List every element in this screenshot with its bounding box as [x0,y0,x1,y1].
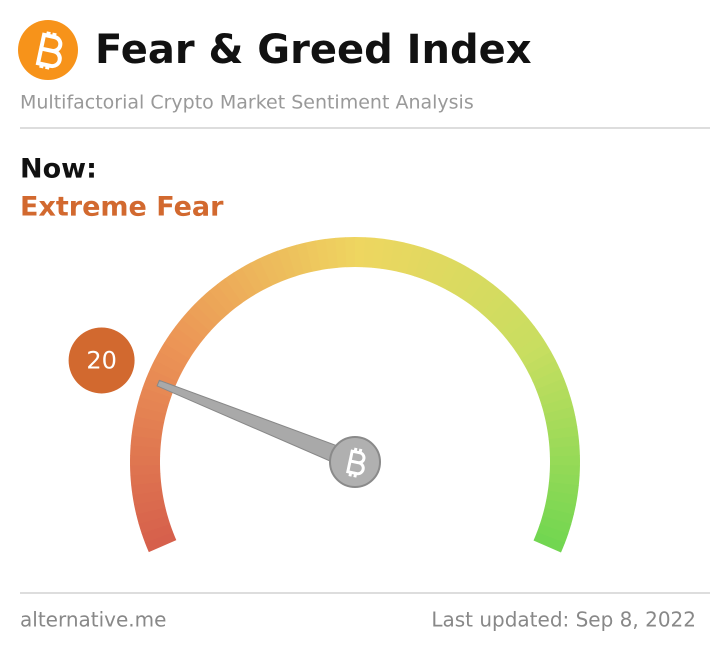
value-label: 20 [86,346,117,374]
classification: Extreme Fear [20,192,224,223]
gauge-arc-segment [136,396,169,415]
gauge-arc-segment [132,415,165,431]
gauge-arc-segment [132,490,164,505]
subtitle: Multifactorial Crypto Market Sentiment A… [20,92,474,114]
gauge-arc-segment [397,242,415,274]
hub-icon [346,447,366,478]
gauge-arc-segment [515,334,547,360]
gauge-arc-segment [547,425,579,440]
logo [18,20,78,80]
gauge-arc-segment [250,258,273,290]
gauge-arc-segment [536,523,569,544]
gauge-arc-segment [305,240,322,272]
gauge-arc-segment [134,498,166,515]
gauge-arc-segment [528,360,561,383]
footer-updated: Last updated: Sep 8, 2022 [431,608,696,632]
gauge-arc-segment [546,490,578,506]
gauge-arc-segment [209,284,236,314]
gauge-arc-segment [547,482,579,496]
gauge-arc-segment [481,290,509,320]
gauge-arc-segment [532,369,565,390]
gauge-arc-segment [380,238,395,271]
gauge-arc-segment [233,267,258,299]
gauge-arc-segment [389,240,405,272]
gauge-arc-segment [363,237,376,268]
gauge-arc-segment [538,387,571,407]
gauge-arc-segment [150,359,182,382]
gauge-arc-segment [277,247,297,280]
gauge-arc-segment [524,351,556,375]
gauge-arc-segment [543,406,576,423]
gauge-arc-segment [131,425,163,440]
gauge-arc-segment [241,262,265,294]
gauge-arc-segment [154,351,186,374]
gauge-arc-segment [438,258,461,290]
gauge-arc-segment [542,507,574,525]
needle [156,379,360,472]
gauge-arc-segment [194,296,223,326]
now-label: Now: [20,154,97,185]
gauge-arc-segment [315,238,330,271]
gauge-arc-segment [445,262,469,294]
gauge-arc-segment [130,473,162,486]
gauge-arc-segment [535,378,568,398]
gauge-arc-segment [499,311,529,339]
gauge-arc-segment [130,435,162,448]
gauge-arc-segment [286,244,305,277]
value-badge [68,327,135,394]
gauge-arc-segment [487,297,516,326]
gauge-arc-segment [138,515,171,534]
gauge-arc-segment [131,481,163,496]
gauge-arc-segment [520,342,552,367]
gauge-arc-segment [548,473,580,486]
gauge-arc-segment [164,334,195,359]
gauge-arc-segment [541,397,574,415]
gauge-arc-segment [533,532,565,553]
gauge-arc-segment [453,267,478,299]
gauge-arc-segment [187,303,217,332]
footer-source: alternative.me [20,608,166,632]
gauge-arc-segment [422,250,443,283]
gauge-arc-segment [474,284,502,314]
gauge-arc-segment [544,499,576,516]
gauge-arc-segment [372,237,386,269]
gauge-arc-segment [539,515,572,535]
gauge-arc-segment [545,416,578,432]
gauge-arc-segment [169,326,200,352]
gauge-arc-segment [405,244,424,277]
gauge-arc-segment [467,278,494,309]
gauge-arc-segment [259,254,281,286]
gauge-arc-segment [216,278,243,309]
gauge-arc-segment [268,250,289,283]
gauge-arc-segment [460,272,486,304]
gauge-arc-segment [141,523,174,543]
gauge-arc-segment [335,237,347,268]
gauge-arc-segment [325,237,339,269]
gauge-arc-segment [493,304,523,332]
gauge-arc-segment [175,318,205,345]
gauge-arc-segment [136,507,168,525]
gauge-arc-segment [296,242,313,274]
gauge-arc-segment [159,342,190,367]
gauge-arc-segment [224,272,250,303]
gauge-arc-segment [139,387,172,406]
gauge-arc-segment [144,531,177,553]
gauge-arc-segment [201,290,230,320]
gauge-arc-segment [414,247,434,280]
title: Fear & Greed Index [95,27,532,73]
gauge-arc-segment [505,318,536,346]
gauge-arc-segment [430,254,452,286]
gauge: 20 [68,237,580,553]
gauge-arc-segment [134,406,167,423]
gauge-arc-segment [510,326,541,353]
gauge-arc-segment [181,310,211,338]
gauge-arc-segment [130,445,161,457]
gauge-arc-segment [548,435,580,449]
